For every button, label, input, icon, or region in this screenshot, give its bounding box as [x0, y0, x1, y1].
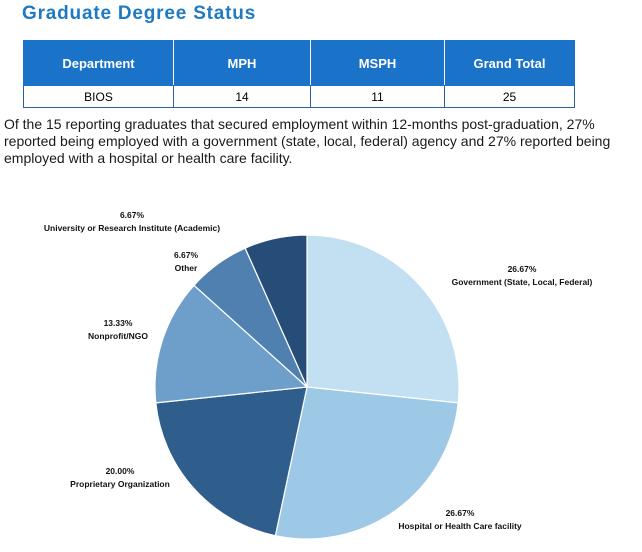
pie-slice-5 [244, 234, 308, 388]
column-header-msph: MSPH [310, 40, 445, 86]
pie-slice-3 [154, 284, 309, 404]
slice-category-label: Hospital or Health Care facility [398, 521, 522, 531]
slice-category-label: University or Research Institute (Academ… [44, 223, 220, 233]
cell-grand-total: 25 [444, 85, 575, 108]
pie-slice-2 [155, 386, 308, 537]
slice-percent-label: 13.33% [104, 318, 133, 328]
table-header-row: Department MPH MSPH Grand Total [23, 40, 575, 86]
cell-department: BIOS [23, 85, 174, 108]
table-row: BIOS 14 11 25 [23, 85, 575, 108]
degree-status-table: Department MPH MSPH Grand Total BIOS 14 … [23, 40, 575, 108]
slice-category-label: Government (State, Local, Federal) [452, 277, 593, 287]
employment-summary-text: Of the 15 reporting graduates that secur… [4, 116, 611, 166]
slice-category-label: Proprietary Organization [70, 479, 170, 489]
slice-percent-label: 6.67% [120, 210, 145, 220]
column-header-mph: MPH [173, 40, 311, 86]
slice-category-label: Nonprofit/NGO [88, 331, 148, 341]
slice-percent-label: 26.67% [508, 264, 537, 274]
page-title: Graduate Degree Status [22, 3, 257, 24]
slice-percent-label: 20.00% [106, 466, 135, 476]
slice-category-label: Other [175, 263, 198, 273]
pie-slice-1 [274, 386, 459, 540]
cell-mph: 14 [173, 85, 311, 108]
slice-percent-label: 6.67% [174, 250, 199, 260]
column-header-grand-total: Grand Total [444, 40, 575, 86]
slice-percent-label: 26.67% [446, 508, 475, 518]
pie-slice-0 [306, 234, 460, 404]
